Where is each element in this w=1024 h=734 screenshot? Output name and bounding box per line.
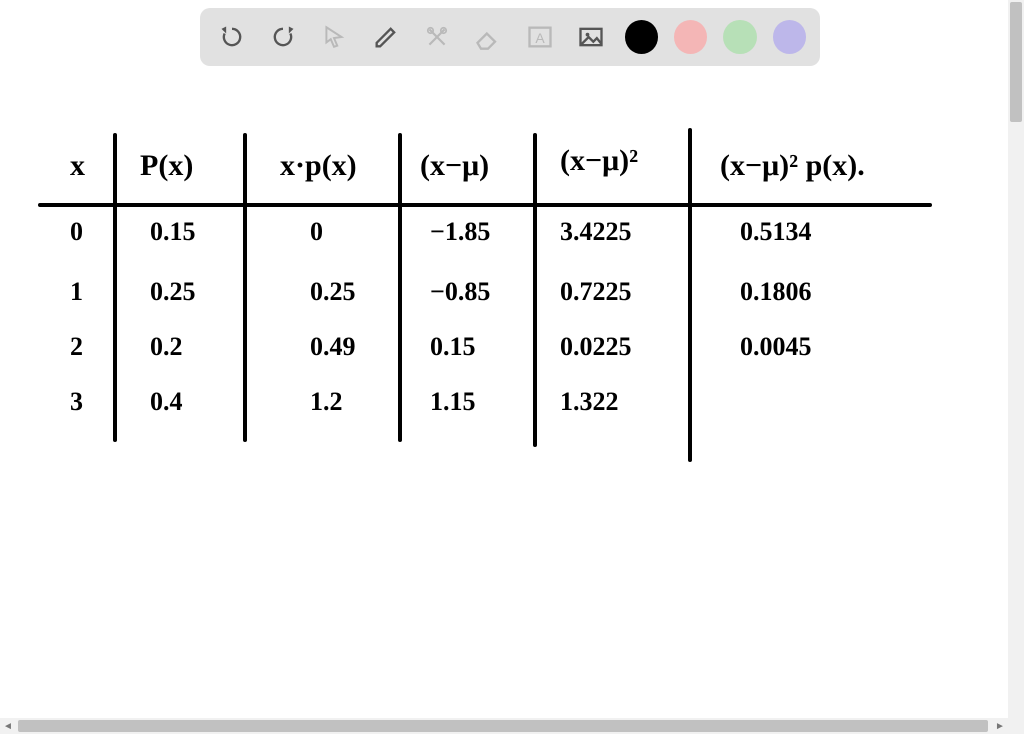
undo-button[interactable]	[214, 19, 249, 55]
table-cell: −0.85	[430, 277, 490, 306]
table-header-cell: x·p(x)	[280, 149, 357, 182]
table-cell: 0.0045	[740, 332, 812, 361]
table-cell: 0.49	[310, 332, 356, 361]
pen-icon	[372, 23, 400, 51]
table-cell: 0.4	[150, 387, 183, 416]
vertical-scrollbar[interactable]	[1008, 0, 1024, 718]
textbox-tool[interactable]: A	[522, 19, 557, 55]
table-header-cell: P(x)	[140, 149, 193, 182]
svg-text:A: A	[535, 30, 545, 46]
image-icon	[577, 23, 605, 51]
table-cell: 0.25	[150, 277, 196, 306]
scroll-right-arrow[interactable]: ►	[992, 718, 1008, 734]
table-cell: 0.7225	[560, 277, 632, 306]
table-cell: 3	[70, 387, 83, 416]
table-body: 0 0.15 0 −1.85 3.4225 0.5134 1 0.25 0.25 −0.85 0.7…	[70, 217, 812, 416]
pointer-icon	[321, 24, 347, 50]
tools-button[interactable]	[419, 19, 454, 55]
app-viewport: x P(x) x·p(x) (x−μ) (x−μ)² (x−μ)² p(x). 0 0.15…	[0, 0, 1024, 734]
table-cell: 1.15	[430, 387, 476, 416]
eraser-icon	[474, 23, 502, 51]
table-cell: 3.4225	[560, 217, 632, 246]
table-cell: 2	[70, 332, 83, 361]
table-cell: 0.1806	[740, 277, 812, 306]
table-cell: 1.2	[310, 387, 343, 416]
tools-cross-icon	[424, 24, 450, 50]
redo-button[interactable]	[265, 19, 300, 55]
table-cell: 0.25	[310, 277, 356, 306]
table-cell: 0.5134	[740, 217, 812, 246]
table-header-cell: (x−μ)	[420, 149, 489, 182]
whiteboard-canvas[interactable]: x P(x) x·p(x) (x−μ) (x−μ)² (x−μ)² p(x). 0 0.15…	[0, 0, 1008, 718]
color-swatch-black[interactable]	[625, 20, 658, 54]
color-swatch-red[interactable]	[674, 20, 707, 54]
horizontal-scrollbar[interactable]: ◄ ►	[0, 718, 1008, 734]
eraser-tool[interactable]	[471, 19, 506, 55]
vertical-scrollbar-thumb[interactable]	[1010, 2, 1022, 122]
redo-icon	[269, 23, 297, 51]
table-cell: 0.2	[150, 332, 183, 361]
horizontal-scrollbar-thumb[interactable]	[18, 720, 988, 732]
color-swatch-purple[interactable]	[773, 20, 806, 54]
scroll-left-arrow[interactable]: ◄	[0, 718, 16, 734]
table-cell: 1.322	[560, 387, 619, 416]
undo-icon	[218, 23, 246, 51]
table-cell: 0.15	[150, 217, 196, 246]
table-cell: 0	[70, 217, 83, 246]
table-cell: 0.0225	[560, 332, 632, 361]
pointer-tool[interactable]	[317, 19, 352, 55]
table-cell: 0.15	[430, 332, 476, 361]
scrollbar-corner	[1008, 718, 1024, 734]
table-cell: 0	[310, 217, 323, 246]
color-swatch-green[interactable]	[723, 20, 756, 54]
handwriting-svg: x P(x) x·p(x) (x−μ) (x−μ)² (x−μ)² p(x). 0 0.15…	[0, 0, 1008, 718]
table-headers: x P(x) x·p(x) (x−μ) (x−μ)² (x−μ)² p(x).	[70, 144, 865, 182]
table-cell: 1	[70, 277, 83, 306]
table-header-cell: (x−μ)² p(x).	[720, 149, 865, 182]
table-cell: −1.85	[430, 217, 490, 246]
table-header-cell: x	[70, 149, 85, 182]
toolbar: A	[200, 8, 820, 66]
table-header-cell: (x−μ)²	[560, 144, 638, 177]
image-tool[interactable]	[573, 19, 608, 55]
text-box-icon: A	[526, 23, 554, 51]
pen-tool[interactable]	[368, 19, 403, 55]
